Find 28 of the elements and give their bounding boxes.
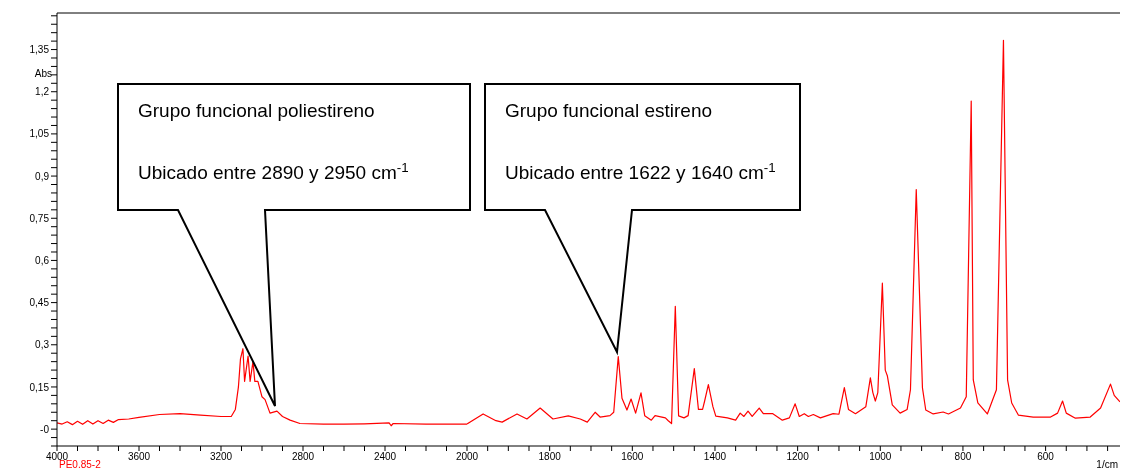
x-tick-label: 1000 — [869, 451, 892, 463]
annotation: Ubicado entre 2890 y 2950 cm$^{-1}$ — [138, 159, 409, 183]
y-tick-label: -0 — [40, 423, 50, 435]
annotation: Grupo funcional estireno — [505, 100, 713, 121]
y-tick-label: 1,2 — [35, 86, 50, 98]
x-tick-label: 2400 — [373, 451, 397, 463]
x-tick-label: 600 — [1037, 451, 1055, 463]
y-tick-label: 0,45 — [29, 297, 50, 309]
x-tick-label: 1800 — [538, 451, 562, 463]
y-tick-label: 0,3 — [35, 339, 50, 351]
y-tick-label: 0,9 — [35, 170, 50, 182]
annotation: Grupo funcional poliestireno — [138, 100, 375, 121]
y-axis-title: Abs — [34, 68, 52, 79]
x-tick-label: 2000 — [455, 451, 479, 463]
x-axis-title: 1/cm — [1096, 459, 1118, 470]
x-tick-label: 3200 — [209, 451, 233, 463]
x-tick-label: 3600 — [127, 451, 151, 463]
x-tick-label: 1200 — [786, 451, 810, 463]
x-tick-label: 1600 — [621, 451, 644, 463]
x-tick-label: 800 — [954, 451, 972, 463]
y-tick-label: 1,05 — [29, 128, 50, 140]
x-tick-label: 1400 — [703, 451, 727, 463]
x-tick-label: 2800 — [291, 451, 315, 463]
y-tick-label: 0,75 — [29, 212, 50, 224]
y-tick-label: 0,6 — [35, 254, 50, 266]
y-tick-label: 0,15 — [29, 381, 50, 393]
annotation: Ubicado entre 1622 y 1640 cm$^{-1}$ — [505, 159, 776, 183]
y-tick-label: 1,35 — [29, 44, 50, 56]
